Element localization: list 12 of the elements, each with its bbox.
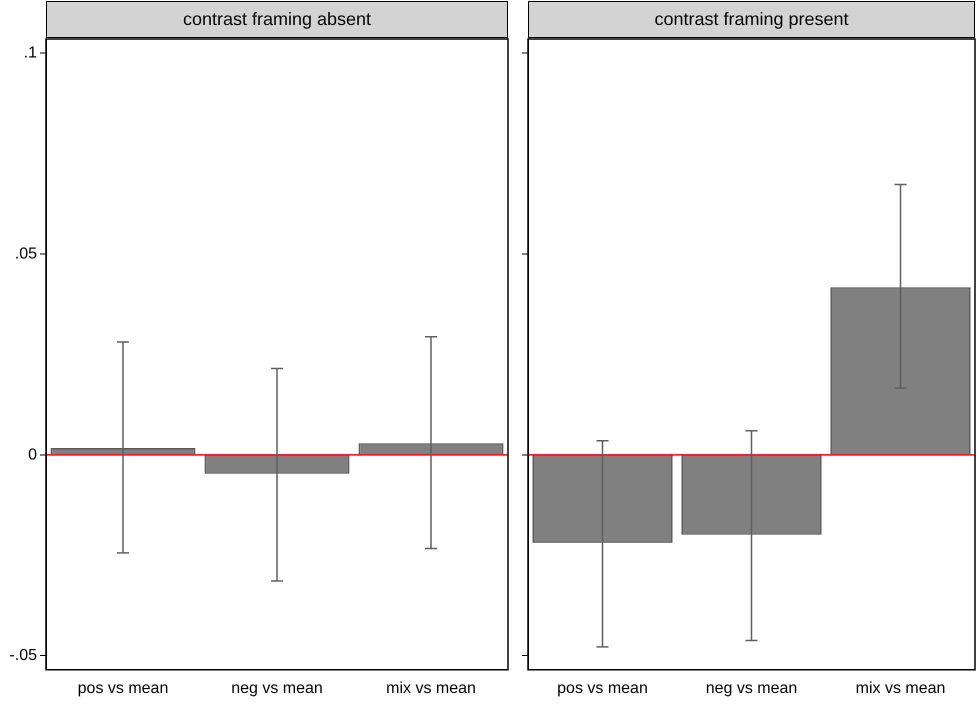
chart-title: contrast framing present	[528, 1, 975, 38]
x-tick-label: neg vs mean	[706, 680, 798, 697]
x-tick-label: neg vs mean	[231, 680, 323, 697]
x-tick-label: pos vs mean	[557, 680, 648, 697]
y-tick-label: .1	[24, 44, 38, 62]
y-tick-label: 0	[28, 446, 38, 464]
chart-title: contrast framing absent	[46, 1, 508, 38]
x-tick-label: pos vs mean	[78, 680, 168, 697]
y-tick-label: -.05	[9, 647, 38, 664]
x-tick-label: mix vs mean	[856, 680, 946, 697]
x-tick-label: mix vs mean	[386, 680, 476, 697]
y-tick-label: .05	[14, 245, 38, 262]
